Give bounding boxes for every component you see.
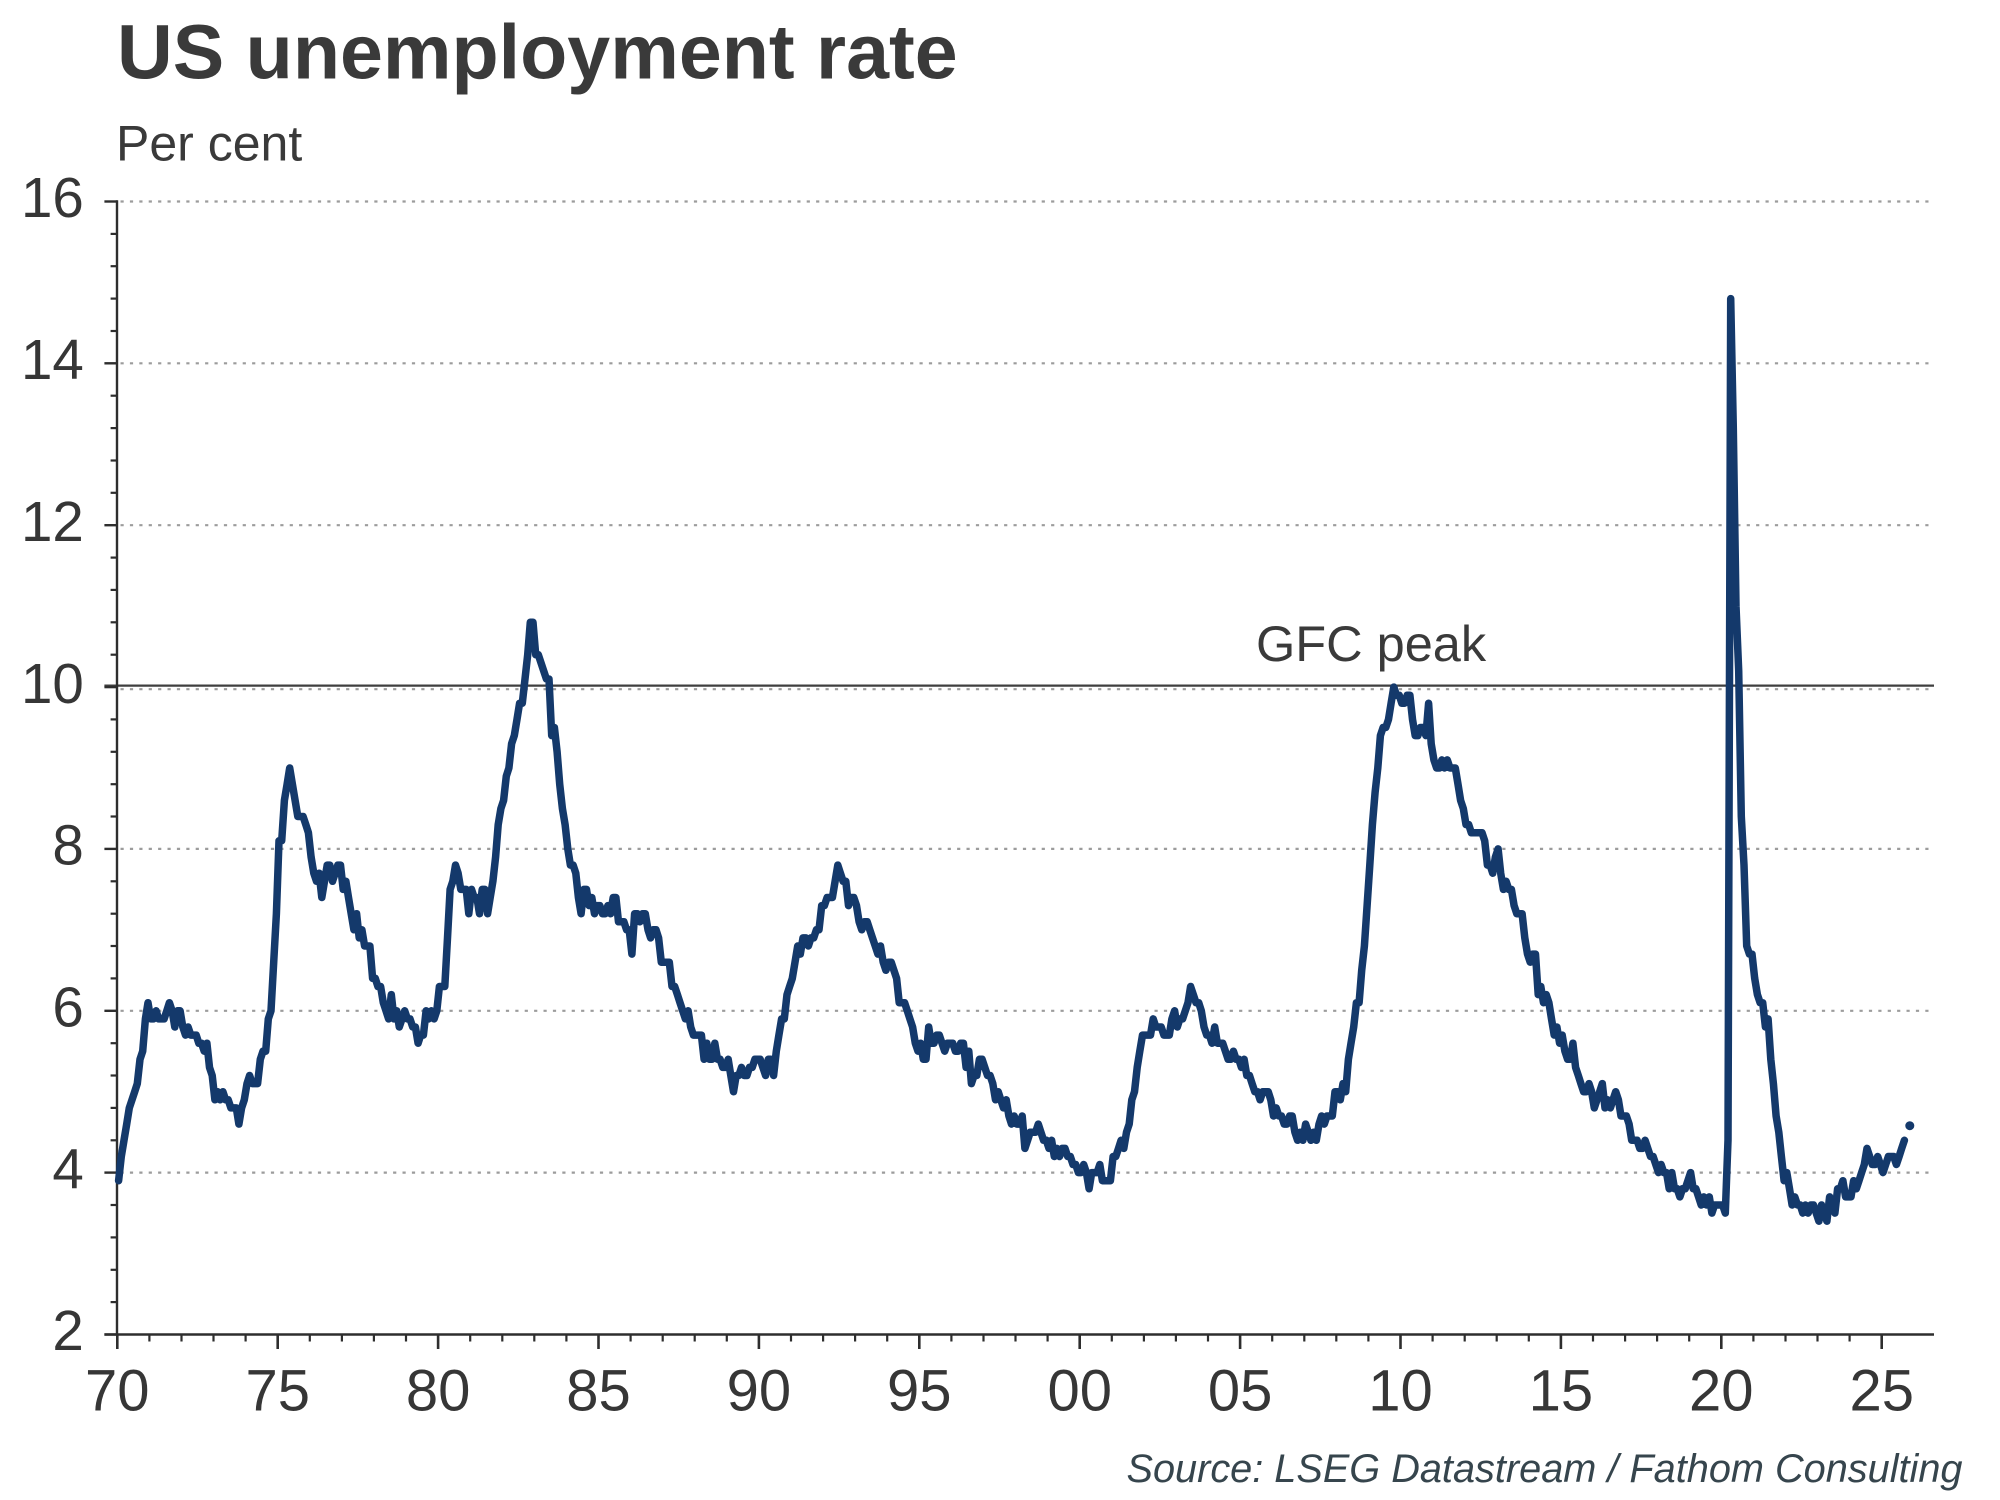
svg-text:10: 10 xyxy=(21,652,84,715)
svg-text:80: 80 xyxy=(406,1359,471,1424)
svg-text:12: 12 xyxy=(21,490,84,553)
svg-text:25: 25 xyxy=(1849,1359,1914,1424)
svg-text:10: 10 xyxy=(1368,1359,1433,1424)
svg-text:75: 75 xyxy=(245,1359,310,1424)
svg-text:GFC peak: GFC peak xyxy=(1256,615,1487,672)
svg-text:Per cent: Per cent xyxy=(116,116,302,172)
svg-text:Source: LSEG Datastream / Fath: Source: LSEG Datastream / Fathom Consult… xyxy=(1126,1447,1962,1491)
svg-text:6: 6 xyxy=(52,976,83,1039)
svg-text:8: 8 xyxy=(52,814,83,877)
svg-text:US unemployment rate: US unemployment rate xyxy=(117,10,958,96)
svg-text:95: 95 xyxy=(887,1359,952,1424)
svg-text:15: 15 xyxy=(1529,1359,1594,1424)
svg-text:90: 90 xyxy=(727,1359,792,1424)
svg-text:14: 14 xyxy=(21,328,84,391)
svg-text:70: 70 xyxy=(85,1359,150,1424)
svg-text:20: 20 xyxy=(1689,1359,1754,1424)
svg-text:85: 85 xyxy=(566,1359,631,1424)
svg-text:00: 00 xyxy=(1047,1359,1112,1424)
svg-text:16: 16 xyxy=(21,166,84,229)
svg-text:4: 4 xyxy=(52,1137,83,1200)
svg-text:05: 05 xyxy=(1208,1359,1273,1424)
svg-text:2: 2 xyxy=(52,1299,83,1362)
